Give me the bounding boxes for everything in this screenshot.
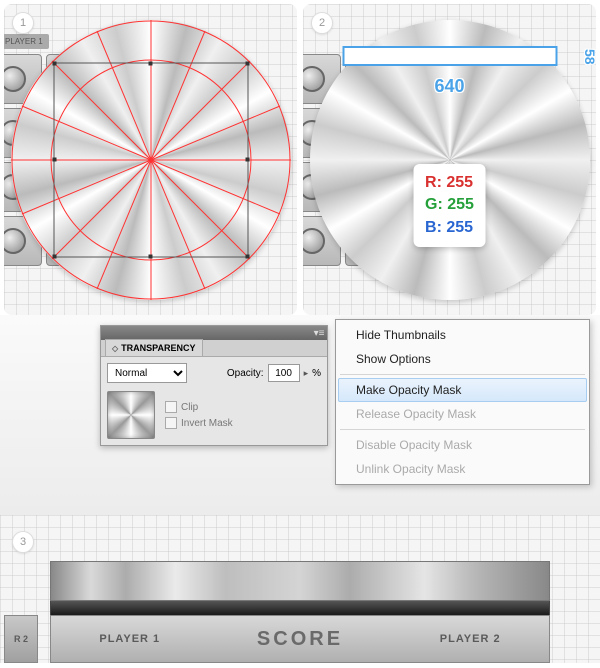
panel-titlebar[interactable]: ▾≡: [101, 326, 327, 340]
menu-hide-thumbnails[interactable]: Hide Thumbnails: [338, 323, 587, 347]
checkbox-icon[interactable]: [165, 401, 177, 413]
opacity-stepper-icon[interactable]: ▸: [304, 368, 309, 379]
dimension-height: 58: [582, 49, 596, 65]
menu-show-options[interactable]: Show Options: [338, 347, 587, 371]
player-tag-1: PLAYER 1: [4, 34, 49, 49]
scoreboard: PLAYER 1 SCORE PLAYER 2: [50, 561, 550, 663]
rgb-b-value: B: 255: [425, 217, 474, 239]
menu-separator: [340, 374, 585, 375]
opacity-input[interactable]: [268, 364, 300, 382]
blend-mode-select[interactable]: Normal: [107, 363, 187, 383]
step-badge-1: 1: [12, 12, 34, 34]
menu-make-opacity-mask[interactable]: Make Opacity Mask: [338, 378, 587, 402]
rgb-g-value: G: 255: [425, 194, 474, 216]
bottom-section: 3 R 2 PLAYER 1 SCORE PLAYER 2: [0, 515, 600, 663]
menu-separator: [340, 429, 585, 430]
white-rectangle[interactable]: [342, 46, 557, 66]
rgb-r-value: R: 255: [425, 172, 474, 194]
side-tab-left: R 2: [4, 615, 38, 663]
flyout-menu-icon[interactable]: ▾≡: [313, 328, 325, 338]
knob-scene-1: PLAYER 1: [4, 4, 297, 315]
context-menu[interactable]: Hide Thumbnails Show Options Make Opacit…: [335, 319, 590, 485]
menu-disable-opacity-mask: Disable Opacity Mask: [338, 433, 587, 457]
knob-scene-2: 58 640 R: 255 G: 255 B: 255: [303, 4, 596, 315]
percent-sign: %: [312, 368, 321, 379]
clip-label: Clip: [181, 402, 198, 413]
menu-release-opacity-mask: Release Opacity Mask: [338, 402, 587, 426]
checkbox-icon[interactable]: [165, 417, 177, 429]
players-bar: PLAYER 1 SCORE PLAYER 2: [50, 615, 550, 663]
mask-thumbnail[interactable]: [107, 391, 155, 439]
panel-step-2: 2 58 640 R: 255 G: 255 B: 255: [303, 4, 596, 315]
dimension-width: 640: [434, 76, 464, 97]
player2-label: PLAYER 2: [440, 633, 501, 645]
top-panels-row: 1 PLAYER 1: [0, 0, 600, 315]
step-badge-3: 3: [12, 531, 34, 553]
panel-tab-title[interactable]: TRANSPARENCY: [105, 339, 203, 356]
menu-unlink-opacity-mask: Unlink Opacity Mask: [338, 457, 587, 481]
step-badge-2: 2: [311, 12, 333, 34]
transparency-panel[interactable]: ▾≡ TRANSPARENCY Normal Opacity: ▸ % Clip…: [100, 325, 328, 446]
dark-divider-bar: [50, 601, 550, 615]
rgb-callout: R: 255 G: 255 B: 255: [413, 164, 486, 247]
invert-label: Invert Mask: [181, 418, 233, 429]
bounding-box[interactable]: [53, 62, 248, 257]
panel-step-1: 1 PLAYER 1: [4, 4, 297, 315]
score-label: SCORE: [257, 628, 343, 651]
middle-section: ▾≡ TRANSPARENCY Normal Opacity: ▸ % Clip…: [0, 315, 600, 515]
brushed-metal-bar: [50, 561, 550, 601]
clip-checkbox-row[interactable]: Clip: [165, 401, 233, 413]
opacity-label: Opacity:: [227, 368, 264, 379]
invert-checkbox-row[interactable]: Invert Mask: [165, 417, 233, 429]
player1-label: PLAYER 1: [99, 633, 160, 645]
